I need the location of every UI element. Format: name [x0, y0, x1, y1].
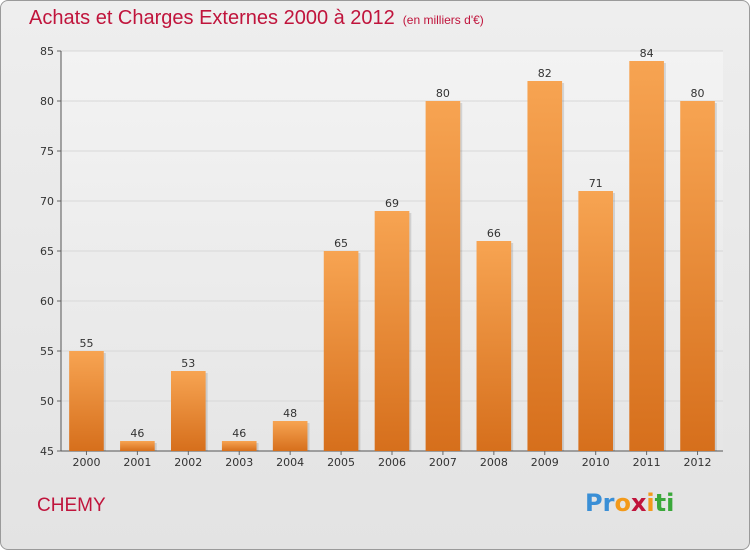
- y-tick-label: 85: [40, 45, 54, 58]
- bar-2001: [120, 441, 155, 451]
- logo-letter: i: [666, 489, 675, 517]
- value-label: 71: [589, 177, 603, 190]
- y-tick-label: 60: [40, 295, 54, 308]
- y-tick-label: 70: [40, 195, 54, 208]
- proxiti-logo[interactable]: Proxiti: [585, 489, 674, 517]
- x-tick-label: 2012: [684, 456, 712, 469]
- value-label: 46: [232, 427, 246, 440]
- y-tick-label: 45: [40, 445, 54, 458]
- x-tick-label: 2011: [633, 456, 661, 469]
- x-tick-label: 2006: [378, 456, 406, 469]
- x-tick-label: 2007: [429, 456, 457, 469]
- logo-letter: o: [614, 489, 631, 517]
- title-text: Achats et Charges Externes 2000 à 2012: [29, 7, 395, 29]
- y-tick-label: 65: [40, 245, 54, 258]
- bars: [69, 61, 717, 451]
- value-label: 69: [385, 197, 399, 210]
- subtitle-text: (en milliers d'€): [402, 13, 484, 27]
- x-tick-label: 2004: [276, 456, 304, 469]
- bar-2009: [527, 81, 563, 451]
- value-label: 55: [79, 337, 93, 350]
- y-tick-label: 75: [40, 145, 54, 158]
- logo-letter: t: [654, 489, 667, 517]
- bar-2005: [323, 251, 359, 451]
- bar-2004: [272, 421, 308, 451]
- x-tick-label: 2002: [174, 456, 202, 469]
- value-label: 84: [640, 47, 654, 60]
- y-tick-label: 50: [40, 395, 54, 408]
- logo-letter: i: [646, 489, 655, 517]
- y-tick-label: 80: [40, 95, 54, 108]
- bar-2010: [578, 191, 614, 451]
- x-tick-label: 2009: [531, 456, 559, 469]
- value-label: 80: [436, 87, 450, 100]
- bar-2003: [221, 441, 257, 451]
- data-labels: 55 46 53 46 48 65 69 80 66 82 71 84 80: [79, 47, 704, 440]
- bar-2000: [69, 351, 104, 451]
- bar-2012: [680, 101, 715, 451]
- x-tick-label: 2003: [225, 456, 253, 469]
- logo-letter: P: [585, 489, 603, 517]
- bar-2008: [476, 241, 512, 451]
- x-tick-label: 2001: [123, 456, 151, 469]
- bar-2006: [374, 211, 410, 451]
- chart-title: Achats et Charges Externes 2000 à 2012 (e…: [29, 7, 484, 30]
- bar-2002: [170, 371, 206, 451]
- bar-2011: [629, 61, 664, 451]
- x-tick-label: 2005: [327, 456, 355, 469]
- x-tick-label: 2008: [480, 456, 508, 469]
- logo-letter: r: [602, 489, 615, 517]
- value-label: 80: [691, 87, 705, 100]
- value-label: 65: [334, 237, 348, 250]
- value-label: 46: [130, 427, 144, 440]
- value-label: 82: [538, 67, 552, 80]
- value-label: 53: [181, 357, 195, 370]
- value-label: 66: [487, 227, 501, 240]
- logo-letter: x: [630, 489, 647, 517]
- value-label: 48: [283, 407, 297, 420]
- bar-2007: [425, 101, 461, 451]
- y-tick-label: 55: [40, 345, 54, 358]
- commune-name: CHEMY: [37, 495, 106, 516]
- x-tick-label: 2010: [582, 456, 610, 469]
- x-tick-label: 2000: [72, 456, 100, 469]
